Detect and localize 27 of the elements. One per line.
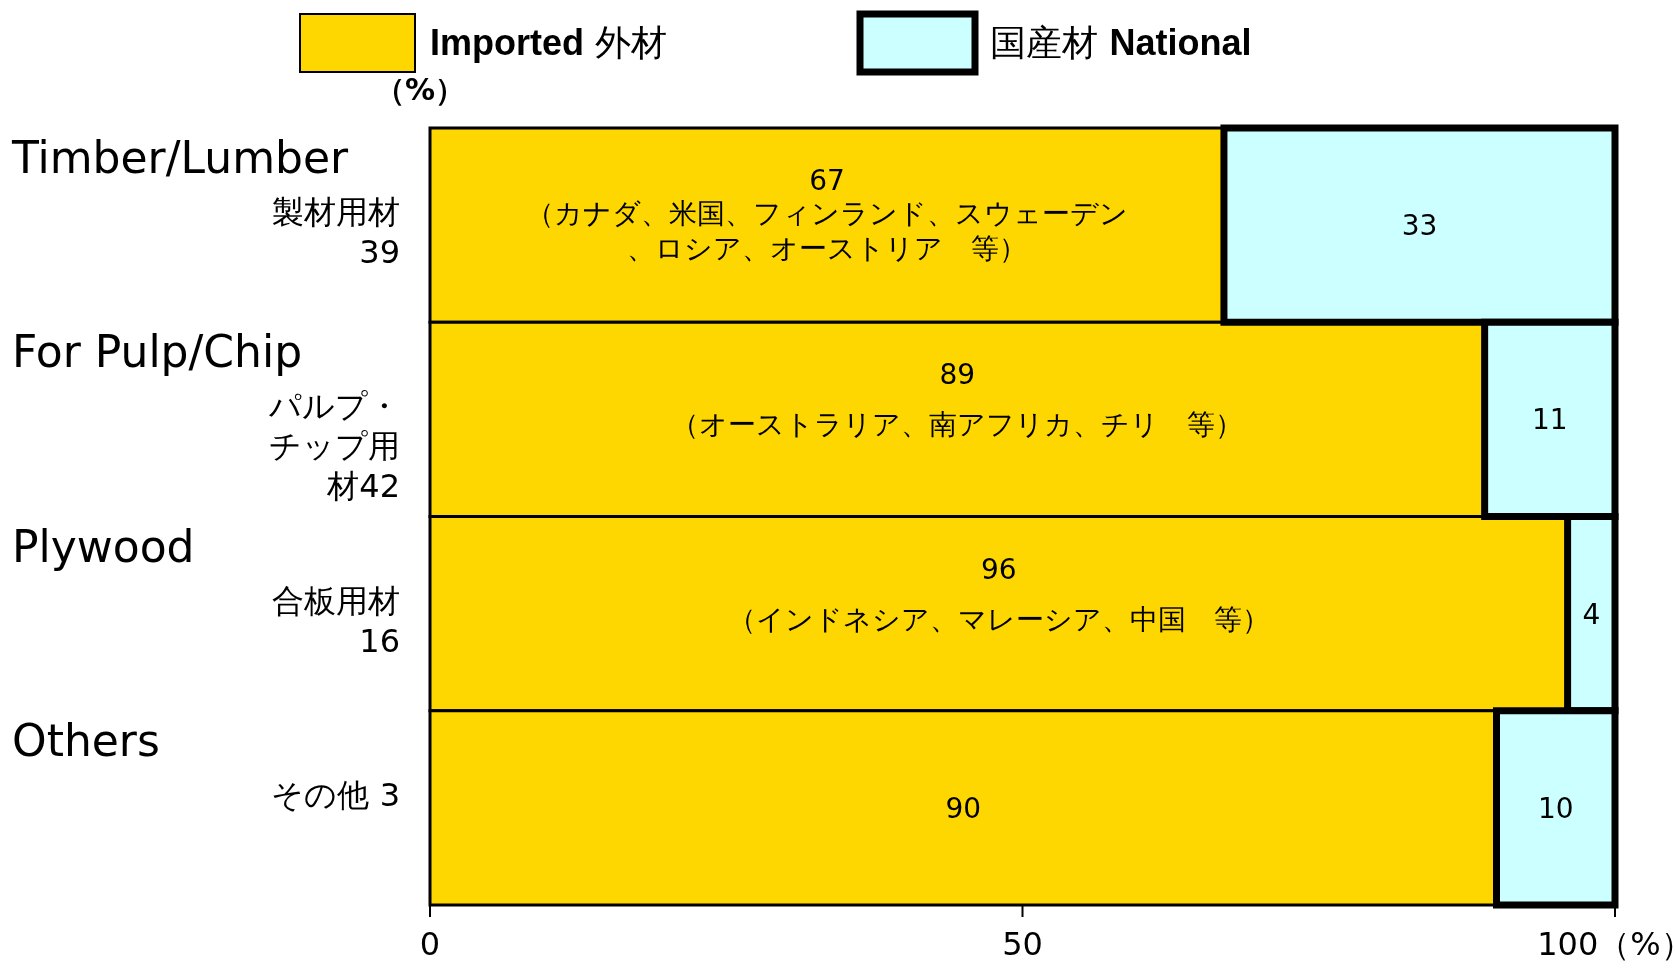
text: 製材用材39: [272, 193, 400, 271]
y-tick-label: For Pulp/Chip: [12, 326, 303, 378]
x-tick-label: 100（%）: [1537, 925, 1675, 963]
annotation: （カナダ、米国、フィンランド、スウェーデン、ロシア、オーストリア 等）: [525, 197, 1128, 266]
legend-item: Imported 外材: [299, 13, 668, 73]
data-label: 10: [1537, 791, 1574, 825]
data-label: 89: [939, 358, 976, 392]
text: その他 3: [271, 775, 400, 814]
y-tick-label: Timber/Lumber: [11, 132, 350, 183]
legend-item: 国産材 National: [856, 10, 1252, 76]
data-label: 67: [809, 164, 845, 198]
text: 合板用材16: [272, 581, 400, 660]
data-label: 96: [980, 552, 1017, 586]
text: パルプ・チップ用材42: [268, 387, 400, 506]
data-label: 11: [1532, 403, 1568, 437]
data-label: 33: [1401, 209, 1438, 243]
legend-label: Imported 外材: [430, 22, 668, 63]
annotation: （オーストラリア、南アフリカ、チリ 等）: [671, 408, 1244, 442]
data-label: 4: [1582, 597, 1601, 631]
data-label: 90: [945, 791, 982, 825]
x-tick-label: 0: [419, 925, 441, 963]
y-axis-title: （%）: [374, 72, 466, 107]
annotation: （インドネシア、マレーシア、中国 等）: [727, 602, 1270, 636]
x-tick-label: 50: [1002, 925, 1043, 963]
legend-label: 国産材 National: [990, 22, 1252, 63]
y-tick-label: Others: [12, 714, 160, 766]
y-tick-label: Plywood: [12, 520, 195, 572]
